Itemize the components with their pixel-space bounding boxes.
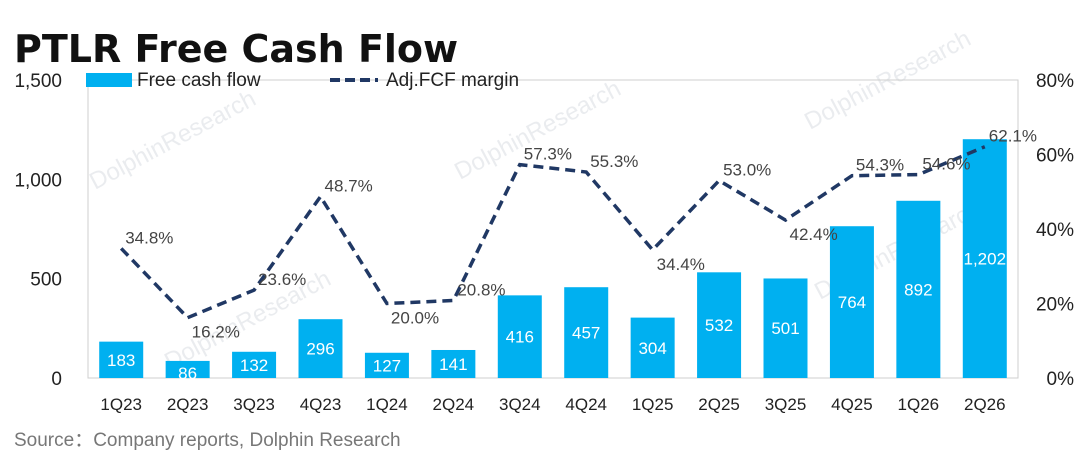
left-tick-label: 1,500	[14, 71, 62, 92]
fcf-bar-label: 764	[838, 293, 866, 312]
fcf-bar-label: 457	[572, 324, 600, 343]
fcf-bar-label: 183	[107, 351, 135, 370]
margin-value-label: 42.4%	[790, 225, 838, 244]
fcf-bar	[564, 287, 609, 378]
bar-series	[99, 139, 1007, 378]
fcf-bar-label: 127	[373, 356, 401, 375]
right-tick-label: 20%	[1036, 295, 1074, 316]
left-tick-label: 500	[30, 270, 62, 291]
margin-value-label: 62.1%	[989, 127, 1037, 146]
category-label: 1Q26	[898, 395, 940, 414]
fcf-bar-label: 532	[705, 316, 733, 335]
category-label: 4Q23	[300, 395, 342, 414]
fcf-bar	[99, 341, 144, 378]
bar-value-labels: 183 86 132 296 127 141 416 457 304 532 501 764 892 1,…	[107, 250, 1006, 383]
margin-value-labels: 34.8% 16.2% 23.6% 48.7% 20.0% 20.8% 57.3% 55.3%…	[125, 127, 1037, 342]
category-label: 1Q24	[366, 395, 408, 414]
fcf-bar	[697, 272, 742, 378]
fcf-bar-label: 501	[771, 319, 799, 338]
margin-value-label: 34.4%	[657, 255, 705, 274]
margin-value-label: 53.0%	[723, 161, 771, 180]
category-label: 1Q23	[100, 395, 142, 414]
fcf-bar-label: 86	[178, 364, 197, 383]
fcf-bar-label: 416	[506, 328, 534, 347]
chart-title: PTLR Free Cash Flow	[14, 27, 458, 71]
fcf-bar	[896, 200, 941, 378]
fcf-bar	[165, 360, 210, 378]
margin-line	[119, 145, 986, 320]
legend: Free cash flow Adj.FCF margin	[86, 70, 519, 91]
right-tick-label: 80%	[1036, 71, 1074, 92]
fcf-bar	[763, 278, 808, 378]
category-label: 3Q25	[765, 395, 807, 414]
margin-value-label: 16.2%	[192, 323, 240, 342]
fcf-bar-label: 892	[904, 280, 932, 299]
watermark-text: DolphinResearch	[85, 85, 260, 195]
fcf-bar-label: 141	[439, 355, 467, 374]
margin-value-label: 20.8%	[457, 281, 505, 300]
category-label: 4Q25	[831, 395, 873, 414]
plot-frame	[87, 79, 1019, 379]
category-label: 4Q24	[565, 395, 607, 414]
category-label: 2Q24	[433, 395, 475, 414]
fcf-bar	[962, 139, 1007, 378]
margin-value-label: 54.6%	[922, 155, 970, 174]
legend-fcf-label: Free cash flow	[137, 70, 261, 91]
margin-value-label: 23.6%	[258, 270, 306, 289]
margin-value-label: 48.7%	[325, 177, 373, 196]
fcf-bar-label: 296	[306, 340, 334, 359]
right-tick-label: 60%	[1036, 146, 1074, 167]
fcf-bar	[298, 319, 343, 378]
fcf-bar	[364, 352, 409, 378]
fcf-bar-label: 304	[638, 339, 666, 358]
category-label: 3Q23	[233, 395, 275, 414]
fcf-bar-label: 132	[240, 356, 268, 375]
legend-bar-swatch	[86, 73, 132, 87]
fcf-bar	[630, 317, 675, 378]
source-note: Source：Company reports, Dolphin Research	[14, 430, 401, 451]
margin-value-label: 20.0%	[391, 309, 439, 328]
fcf-bar-label: 1,202	[964, 250, 1007, 269]
category-label: 2Q26	[964, 395, 1006, 414]
fcf-bar	[497, 295, 542, 378]
fcf-bar	[829, 226, 874, 378]
left-y-axis: 0 500 1,000 1,500	[14, 71, 62, 390]
category-label: 2Q23	[167, 395, 209, 414]
legend-margin-label: Adj.FCF margin	[386, 70, 519, 91]
category-label: 2Q25	[698, 395, 740, 414]
margin-value-label: 34.8%	[125, 228, 173, 247]
left-tick-label: 1,000	[14, 170, 62, 191]
category-label: 3Q24	[499, 395, 541, 414]
margin-value-label: 57.3%	[524, 145, 572, 164]
right-tick-label: 40%	[1036, 220, 1074, 241]
left-tick-label: 0	[51, 369, 62, 390]
right-tick-label: 0%	[1047, 369, 1075, 390]
margin-value-label: 55.3%	[590, 152, 638, 171]
margin-value-label: 54.3%	[856, 156, 904, 175]
fcf-bar	[431, 349, 476, 378]
category-label: 1Q25	[632, 395, 674, 414]
right-y-axis: 0% 20% 40% 60% 80%	[1036, 71, 1074, 390]
x-axis: 1Q23 2Q23 3Q23 4Q23 1Q24 2Q24 3Q24 4Q24 1Q25 2Q25…	[100, 395, 1005, 414]
fcf-bar	[232, 351, 277, 378]
